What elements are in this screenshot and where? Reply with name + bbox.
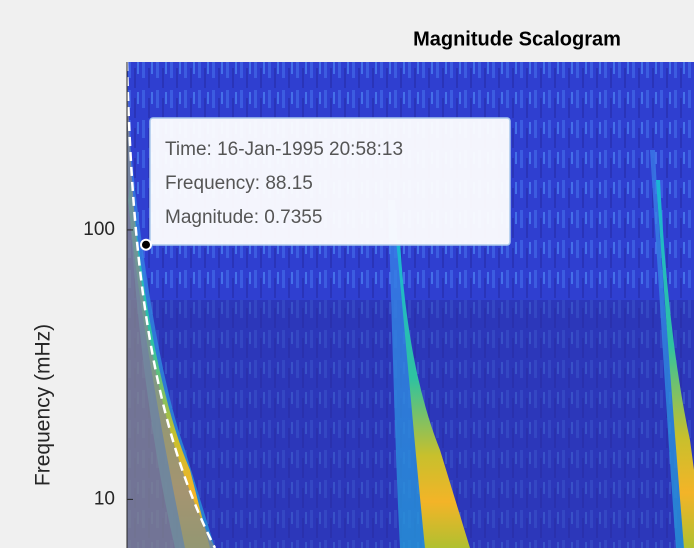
y-tick-label: 10 [94, 488, 115, 509]
datatip-marker[interactable] [140, 238, 152, 251]
datatip-label: Time: [165, 139, 212, 160]
datatip-line: Magnitude: 0.7355 [165, 207, 322, 228]
y-tick-label: 100 [83, 219, 115, 240]
datatip[interactable]: Time: 16-Jan-1995 20:58:13 Frequency: 88.… [149, 117, 511, 246]
datatip-box [149, 117, 511, 246]
chart-title: Magnitude Scalogram [413, 28, 621, 50]
datatip-value: 88.15 [265, 173, 313, 194]
datatip-label: Magnitude: [165, 207, 259, 228]
datatip-value: 16-Jan-1995 20:58:13 [217, 139, 403, 160]
datatip-line: Frequency: 88.15 [165, 173, 313, 194]
datatip-value: 0.7355 [264, 207, 322, 228]
datatip-label: Frequency: [165, 173, 260, 194]
datatip-line: Time: 16-Jan-1995 20:58:13 [165, 139, 403, 160]
y-axis-label: Frequency (mHz) [32, 324, 55, 486]
